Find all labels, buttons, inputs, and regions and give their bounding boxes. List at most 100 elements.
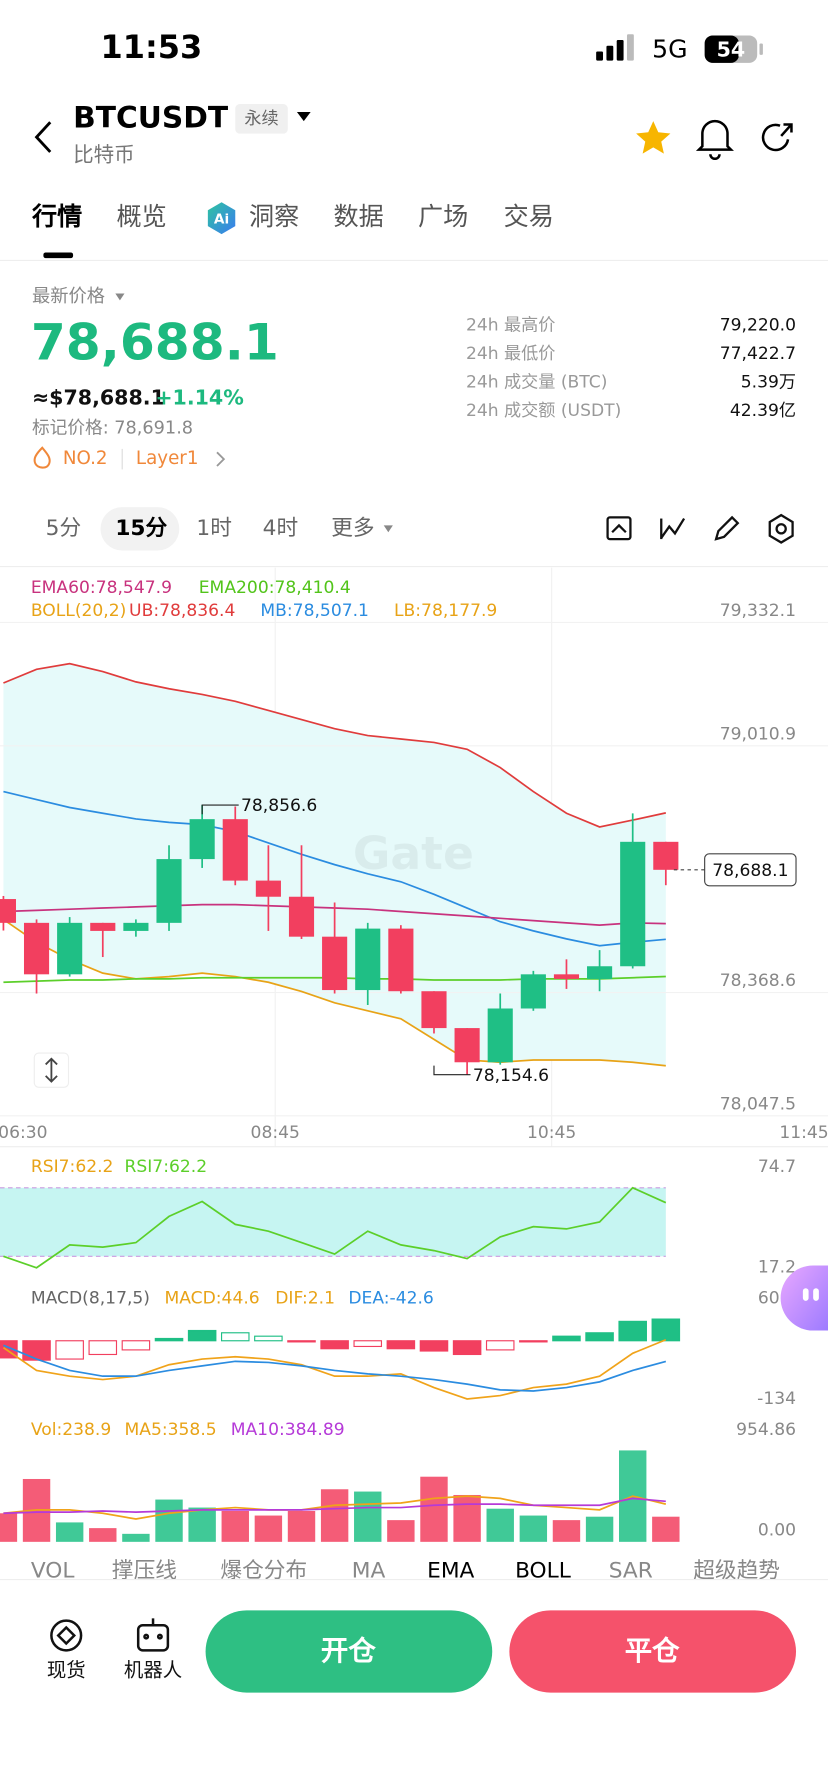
open-button[interactable] <box>205 1610 493 1693</box>
indicator-tab[interactable]: EMA <box>427 1559 474 1584</box>
battery-icon <box>704 35 763 63</box>
price-dropdown[interactable] <box>115 293 125 301</box>
tab[interactable]: 数据 <box>333 202 383 231</box>
legend-item: EMA60:78,547.9 <box>31 578 172 598</box>
macd-bar <box>187 1329 217 1342</box>
interval[interactable]: 15分 <box>115 516 167 541</box>
macd-bar <box>22 1340 51 1361</box>
close-button[interactable] <box>509 1610 797 1693</box>
indicator-tab[interactable]: SAR <box>609 1559 653 1584</box>
volume-bar <box>453 1494 481 1542</box>
indicator-line <box>2 918 666 1067</box>
volume-bar <box>354 1491 382 1542</box>
interval[interactable]: 1时 <box>196 516 232 541</box>
candle-body <box>255 880 281 897</box>
spot-label[interactable]: 现货 <box>47 1658 86 1681</box>
volume-ma-line <box>3 1497 666 1515</box>
indicator-tab[interactable]: VOL <box>31 1559 75 1584</box>
volume-bar <box>221 1510 249 1542</box>
mark-price: 标记价格: 78,691.8 <box>32 417 193 438</box>
interval[interactable]: 4时 <box>263 516 298 541</box>
legend-item: MA10:384.89 <box>231 1420 345 1440</box>
sector[interactable]: Layer1 <box>136 448 199 469</box>
stat-value: 77,422.7 <box>720 344 796 364</box>
stat-label: 24h 最低价 <box>466 344 555 364</box>
indicator-tab[interactable]: 撑压线 <box>112 1559 177 1584</box>
candle-body <box>587 966 613 979</box>
open-label[interactable]: 开仓 <box>321 1636 376 1667</box>
candle-body <box>288 896 315 937</box>
favorite-star[interactable] <box>636 121 671 154</box>
tab[interactable]: 广场 <box>418 202 468 231</box>
share-button[interactable] <box>761 123 793 152</box>
stat-label: 24h 成交量 (BTC) <box>466 373 607 393</box>
coin-name: 比特币 <box>73 142 135 166</box>
legend-item: MACD:44.6 <box>164 1289 259 1309</box>
indicator-line <box>3 790 666 947</box>
badge: 永续 <box>244 109 278 129</box>
y-tick-label: 0.00 <box>758 1520 796 1540</box>
volume-bar <box>652 1516 680 1542</box>
tab[interactable]: 行情 <box>31 202 82 231</box>
close-label[interactable]: 平仓 <box>625 1636 680 1667</box>
interval[interactable]: 更多 <box>331 516 374 541</box>
macd-bar <box>121 1340 151 1351</box>
tab[interactable]: 交易 <box>504 202 554 231</box>
robot-label[interactable]: 机器人 <box>124 1658 182 1681</box>
interval[interactable]: 5分 <box>46 516 81 541</box>
sector-arrow <box>216 451 226 467</box>
alert-bell[interactable] <box>695 119 734 160</box>
chart-tools[interactable] <box>606 513 794 544</box>
change: +1.14% <box>155 386 243 410</box>
candle-body <box>653 841 679 870</box>
candle-body <box>454 1028 480 1063</box>
rsi-line <box>3 1186 667 1269</box>
stat-value: 5.39万 <box>741 373 796 393</box>
volume-bar <box>287 1510 316 1542</box>
scale-toggle-icon[interactable] <box>45 1057 58 1083</box>
candle-body <box>156 859 182 923</box>
tab[interactable]: 洞察 <box>249 202 299 231</box>
indicator-tab[interactable]: BOLL <box>515 1559 571 1584</box>
back-button[interactable] <box>34 121 52 153</box>
macd-bar <box>220 1332 250 1342</box>
indicator-tab[interactable]: 爆仓分布 <box>220 1559 307 1584</box>
volume-bar <box>55 1522 84 1542</box>
robot-icon[interactable] <box>136 1618 170 1652</box>
candle-body <box>620 841 646 967</box>
x-tick-label: 06:30 <box>0 1123 48 1143</box>
volume-bar <box>155 1499 183 1542</box>
volume-bar <box>420 1476 448 1542</box>
candle-body <box>322 936 348 991</box>
assistant-eyes <box>802 1288 819 1301</box>
spot-icon[interactable] <box>50 1619 83 1652</box>
last-price: 78,688.1 <box>31 313 279 372</box>
stat-label: 24h 成交额 (USDT) <box>466 401 621 421</box>
macd-bar <box>618 1320 647 1342</box>
x-tick-label: 10:45 <box>527 1123 576 1143</box>
macd-bar <box>55 1340 84 1360</box>
more-dropdown[interactable] <box>383 525 393 533</box>
legend-item: Vol:238.9 <box>31 1420 111 1440</box>
macd-bar <box>485 1340 515 1351</box>
indicator-tab[interactable]: MA <box>352 1559 386 1584</box>
volume-bar <box>0 1513 18 1542</box>
y-tick-label: 78,047.5 <box>720 1094 796 1114</box>
candle-body <box>90 922 116 931</box>
symbol-dropdown[interactable] <box>296 111 311 122</box>
macd-bar <box>353 1340 383 1348</box>
rank[interactable]: NO.2 <box>63 448 108 469</box>
indicator-tab[interactable]: 超级趋势 <box>693 1559 780 1584</box>
price-label: 最新价格 <box>32 286 105 307</box>
macd-bar <box>254 1335 283 1342</box>
symbol[interactable]: BTCUSDT <box>73 100 229 135</box>
volume-bar <box>486 1508 514 1542</box>
candle-body <box>123 922 149 931</box>
y-tick-label: 79,010.9 <box>720 724 796 744</box>
ai-icon-label: Ai <box>214 211 229 227</box>
tab[interactable]: 概览 <box>116 202 166 231</box>
stat-value: 79,220.0 <box>720 316 796 336</box>
volume-bar <box>320 1489 349 1542</box>
volume-bar <box>89 1528 117 1542</box>
